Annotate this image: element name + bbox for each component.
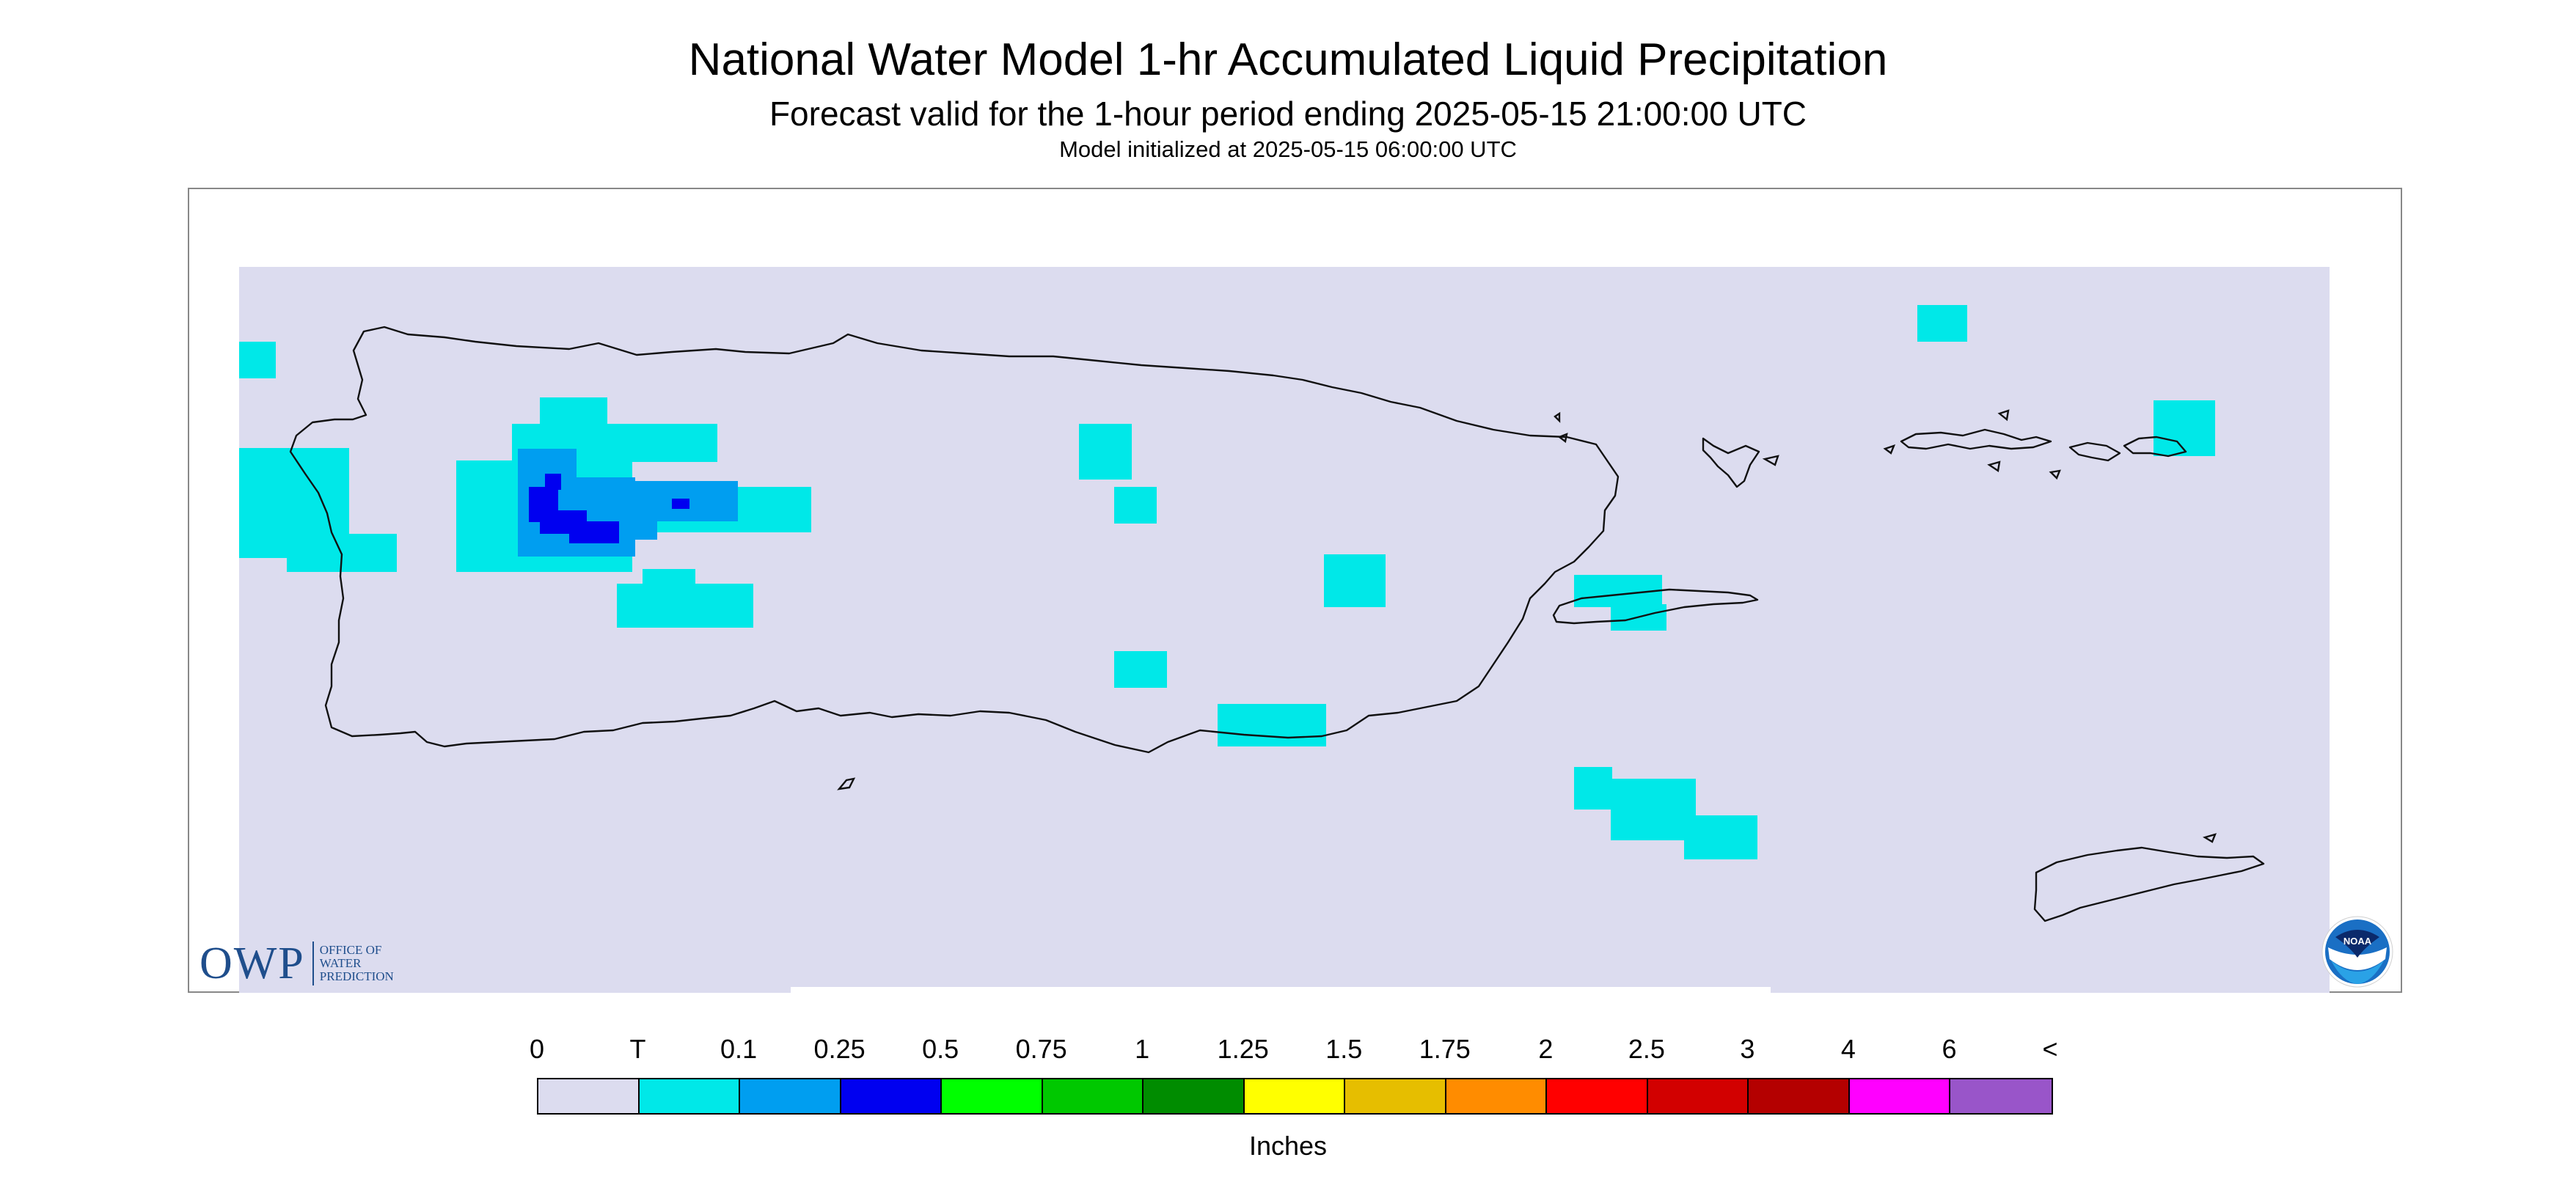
- noaa-logo: NOAA: [2321, 916, 2393, 988]
- legend-label: 2: [1538, 1034, 1554, 1064]
- legend-swatch: [841, 1079, 943, 1113]
- owp-logo-letters: OWP: [200, 941, 314, 986]
- legend-swatch: [1042, 1079, 1144, 1113]
- legend-label: 1.5: [1325, 1034, 1363, 1064]
- buck-island-coastline: [2203, 833, 2217, 843]
- legend-label: <: [2042, 1034, 2058, 1064]
- legend-label: 0.25: [813, 1034, 866, 1064]
- map-title: National Water Model 1-hr Accumulated Li…: [688, 34, 1888, 85]
- legend-labels: 0 T 0.1 0.25 0.5 0.75 1 1.25 1.5 1.75 2 2.5 3 4 6 <: [0, 1034, 2576, 1071]
- precip-cell: [1611, 779, 1696, 840]
- precip-cell: [2154, 400, 2215, 456]
- precip-cell: [1324, 554, 1386, 607]
- st-thomas-coastline: [1900, 428, 2052, 450]
- owp-logo: OWP OFFICE OF WATER PREDICTION: [200, 941, 422, 986]
- noaa-logo-text: NOAA: [2343, 936, 2372, 947]
- precip-cell: [239, 342, 276, 378]
- map-white-gap: [791, 987, 1771, 993]
- puerto-rico-coastline: [289, 326, 1620, 754]
- st-croix-coastline: [2033, 846, 2265, 922]
- precip-cell: [1917, 305, 1967, 342]
- legend-swatch: [942, 1079, 1043, 1113]
- legend-color-bar: [537, 1078, 2053, 1115]
- caja-de-muertos-coastline: [837, 777, 856, 790]
- precip-cell: [617, 584, 753, 628]
- islet-coastline: [1554, 411, 1561, 423]
- bvi-islet-coastline: [1883, 444, 1896, 455]
- moderate-precip-cells: [529, 474, 689, 543]
- culebrita-coastline: [1762, 455, 1779, 466]
- legend-label: 1.25: [1217, 1034, 1269, 1064]
- legend-swatch: [639, 1079, 741, 1113]
- precip-cell: [643, 569, 695, 587]
- no-precip-field: [239, 267, 2330, 993]
- legend-swatch: [1144, 1079, 1245, 1113]
- legend-label: 2.5: [1628, 1034, 1665, 1064]
- legend-label: 0.75: [1015, 1034, 1067, 1064]
- precip-cell: [1574, 767, 1612, 810]
- legend-label: 6: [1942, 1034, 1957, 1064]
- precip-cell: [545, 474, 561, 490]
- precip-cell: [569, 521, 619, 543]
- legend-label: 0: [529, 1034, 545, 1064]
- precip-cell: [672, 499, 689, 509]
- precip-cell: [1114, 487, 1157, 524]
- legend-swatch: [740, 1079, 841, 1113]
- tortola-coastline: [2123, 436, 2187, 458]
- legend-units: Inches: [1248, 1131, 1328, 1161]
- precipitation-map: [239, 267, 2330, 993]
- legend-swatch: [1446, 1079, 1548, 1113]
- precip-cell: [1114, 651, 1167, 688]
- legend-label: 1.75: [1419, 1034, 1471, 1064]
- legend-label: 4: [1840, 1034, 1856, 1064]
- legend-label: 0.5: [922, 1034, 959, 1064]
- vieques-coastline: [1552, 588, 1759, 625]
- precip-cell: [540, 397, 607, 427]
- legend-swatch: [1749, 1079, 1850, 1113]
- islet-coastline: [1557, 433, 1568, 444]
- legend-swatch: [1849, 1079, 1951, 1113]
- legend-swatch: [1547, 1079, 1648, 1113]
- legend-label: 3: [1740, 1034, 1755, 1064]
- st-john-coastline: [2068, 441, 2121, 462]
- model-init-time: Model initialized at 2025-05-15 06:00:00…: [1059, 136, 1517, 162]
- legend-swatch: [1647, 1079, 1749, 1113]
- legend-label: 0.1: [720, 1034, 758, 1064]
- culebra-coastline: [1702, 437, 1760, 488]
- map-subtitle: Forecast valid for the 1-hour period end…: [769, 95, 1807, 133]
- bvi-islet-coastline: [1997, 409, 2010, 422]
- owp-logo-text: OFFICE OF WATER PREDICTION: [319, 943, 394, 983]
- legend-swatch: [1345, 1079, 1446, 1113]
- precip-cell: [1218, 704, 1326, 746]
- legend-swatch: [1244, 1079, 1346, 1113]
- legend-swatch: [1950, 1079, 2052, 1113]
- legend-label: 1: [1135, 1034, 1150, 1064]
- bvi-islet-coastline: [1987, 460, 2001, 473]
- legend-swatch: [538, 1079, 640, 1113]
- precip-cell: [1684, 815, 1757, 859]
- bvi-islet-coastline: [2049, 469, 2061, 480]
- legend-label: T: [629, 1034, 646, 1064]
- precip-cell: [1079, 424, 1132, 480]
